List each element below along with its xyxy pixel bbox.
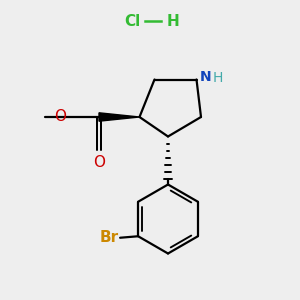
Text: Cl: Cl	[124, 14, 140, 28]
Text: H: H	[213, 71, 224, 85]
Polygon shape	[99, 113, 140, 121]
Text: H: H	[166, 14, 179, 28]
Text: N: N	[200, 70, 212, 84]
Text: Br: Br	[99, 230, 118, 245]
Text: O: O	[93, 155, 105, 170]
Text: O: O	[55, 109, 67, 124]
